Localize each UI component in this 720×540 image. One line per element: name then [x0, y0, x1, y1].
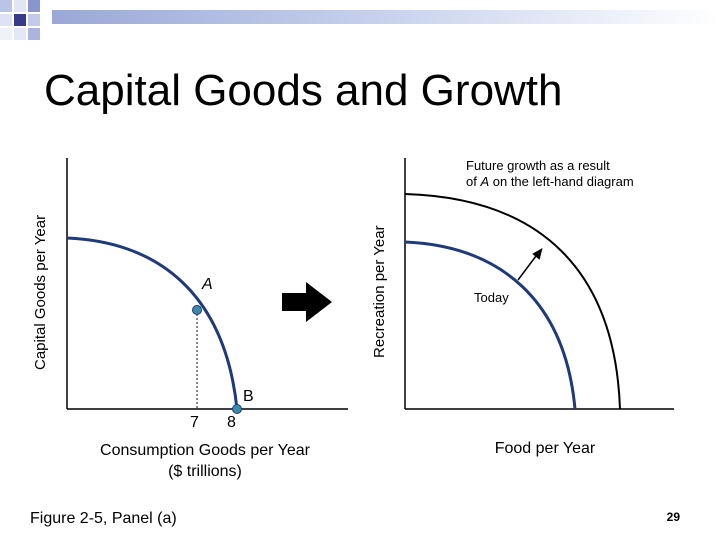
x-tick-7: 7: [190, 414, 199, 431]
right-x-axis-label: Food per Year: [494, 440, 596, 457]
point-a-marker: [192, 305, 202, 315]
shift-arrow-head-icon: [532, 247, 543, 260]
x-tick-8: 8: [227, 414, 236, 431]
shift-arrow-line: [517, 255, 537, 281]
point-b-marker: [232, 404, 242, 414]
future-ppf-curve: [404, 193, 621, 410]
future-growth-note: Future growth as a result of A on the le…: [466, 158, 666, 190]
right-arrow-icon: [282, 282, 332, 322]
left-x-axis-label-line1: Consumption Goods per Year: [100, 442, 310, 459]
today-ppf-curve: [404, 240, 577, 410]
left-x-axis-label-line2: ($ trillions): [168, 463, 242, 480]
future-note-line2: of A on the left-hand diagram: [466, 174, 666, 190]
point-a-label: A: [202, 276, 213, 293]
slide-title: Capital Goods and Growth: [44, 66, 563, 115]
note-suffix: on the left-hand diagram: [489, 174, 634, 189]
left-ppf-curve: [66, 236, 239, 410]
figure-caption: Figure 2-5, Panel (a): [30, 510, 177, 527]
future-note-line1: Future growth as a result: [466, 158, 610, 173]
left-y-axis-label: Capital Goods per Year: [32, 214, 49, 370]
right-y-axis-label: Recreation per Year: [371, 225, 388, 358]
note-prefix: of: [466, 174, 481, 189]
top-decorative-bar: [0, 0, 720, 40]
left-x-axis-label: Consumption Goods per Year ($ trillions): [60, 440, 350, 482]
today-curve-label: Today: [474, 290, 509, 305]
page-number: 29: [666, 510, 680, 524]
point-b-label: B: [243, 388, 254, 405]
note-italic-a: A: [480, 174, 490, 189]
